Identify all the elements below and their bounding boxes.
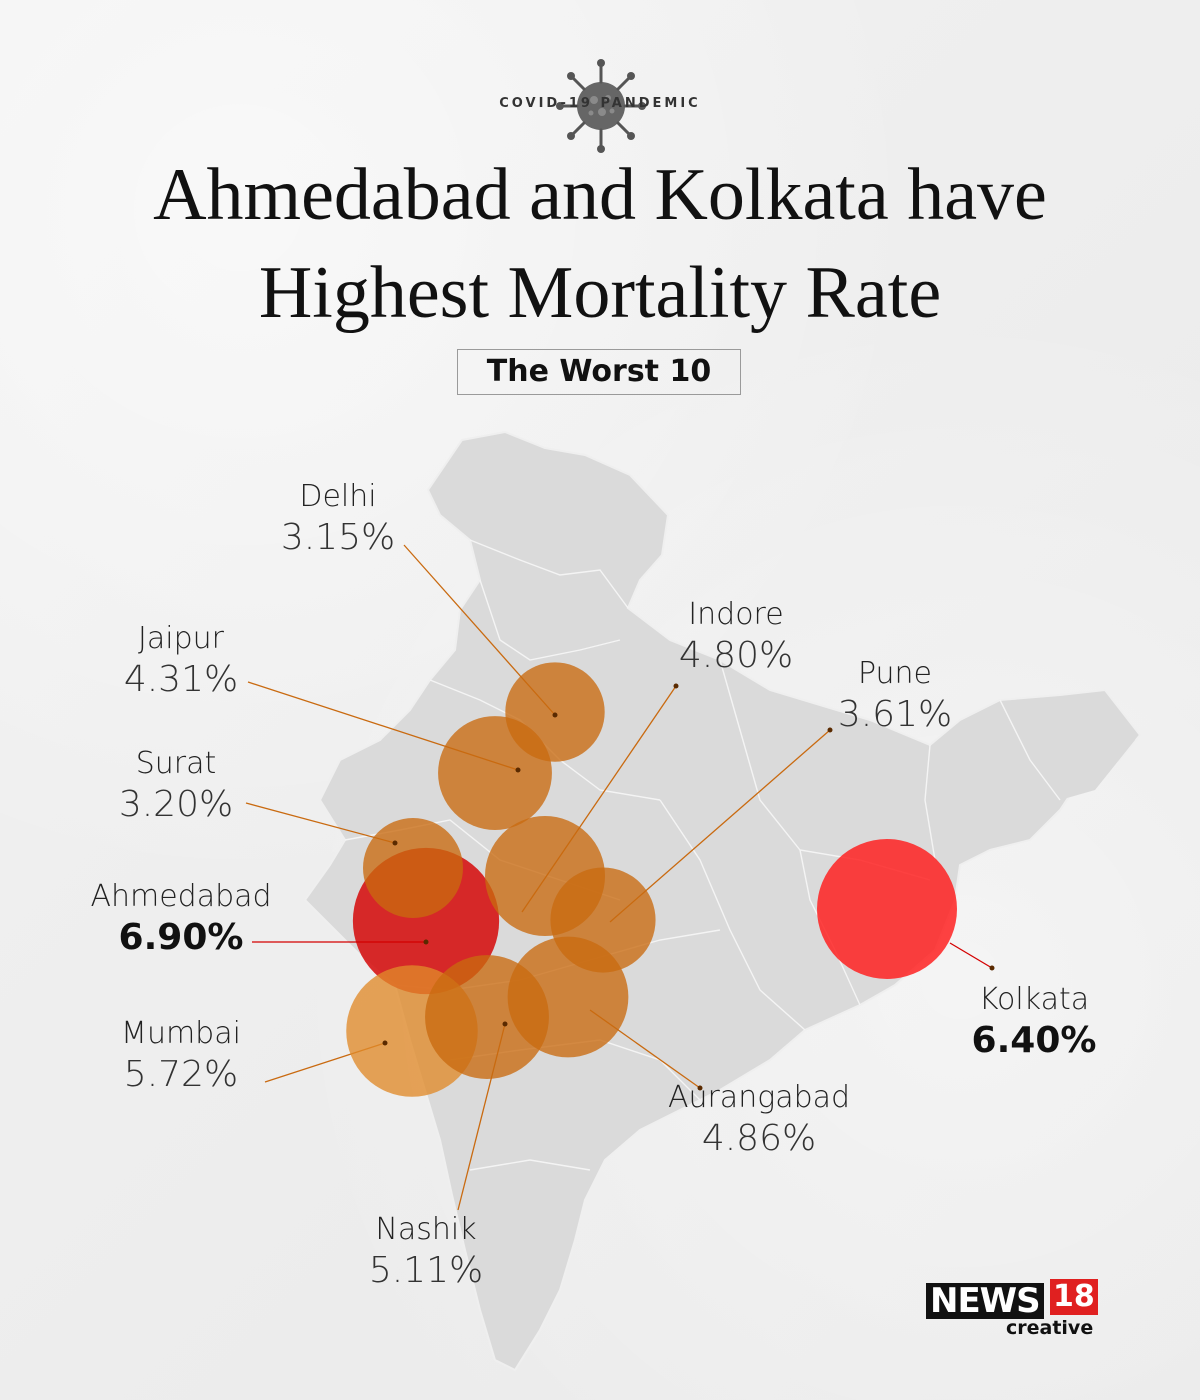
logo-sub: creative — [1006, 1317, 1094, 1339]
leader-dot-indore — [673, 683, 679, 689]
city-label-mumbai: Mumbai 5.72% — [121, 1015, 241, 1097]
logo-number: 18 — [1050, 1279, 1098, 1315]
bubble-surat — [363, 818, 463, 918]
city-label-indore: Indore 4.80% — [679, 596, 793, 678]
city-rate: 6.40% — [971, 1020, 1097, 1061]
leader-pune — [609, 729, 831, 923]
leader-surat — [245, 802, 396, 844]
leader-dot-kolkata — [989, 965, 995, 971]
page-title-line-2: Highest Mortality Rate — [258, 252, 942, 334]
leader-dot-mumbai — [382, 1040, 388, 1046]
city-rate: 5.11% — [368, 1250, 484, 1291]
city-name: Indore — [688, 597, 784, 632]
subtitle-badge: The Worst 10 — [457, 349, 741, 395]
city-rate: 4.86% — [701, 1118, 817, 1159]
leader-dot-surat — [392, 840, 398, 846]
leader-dot-ahmedabad — [423, 939, 429, 945]
city-rate: 4.31% — [123, 659, 239, 700]
city-name: Aurangabad — [667, 1080, 851, 1115]
city-name: Kolkata — [978, 982, 1090, 1017]
virus-icon — [556, 59, 646, 153]
city-label-surat: Surat 3.20% — [119, 745, 233, 827]
city-label-delhi: Delhi 3.15% — [281, 478, 395, 560]
bubble-layer — [346, 662, 957, 1097]
bubble-pune — [550, 867, 656, 973]
city-name: Pune — [857, 656, 933, 691]
bubble-kolkata — [817, 839, 957, 979]
city-label-kolkata: Kolkata 6.40% — [972, 981, 1097, 1063]
city-name: Nashik — [375, 1212, 477, 1247]
leader-dot-delhi — [552, 712, 558, 718]
kicker-label: COVID-19 PANDEMIC — [499, 96, 701, 111]
bubble-delhi — [505, 662, 605, 762]
city-label-jaipur: Jaipur 4.31% — [124, 620, 238, 702]
northeast-outline — [1000, 700, 1135, 800]
city-rate: 3.61% — [837, 694, 953, 735]
page-title-line-1: Ahmedabad and Kolkata have — [153, 154, 1047, 236]
city-label-aurangabad: Aurangabad 4.86% — [668, 1079, 850, 1161]
city-rate: 3.20% — [118, 784, 234, 825]
city-name: Mumbai — [121, 1016, 241, 1051]
city-rate: 3.15% — [280, 517, 396, 558]
city-rate: 5.72% — [123, 1054, 239, 1095]
city-name: Ahmedabad — [90, 879, 272, 914]
city-name: Jaipur — [138, 621, 224, 656]
news18-logo: NEWS 18 creative — [926, 1279, 1098, 1339]
city-label-nashik: Nashik 5.11% — [369, 1211, 483, 1293]
leader-dot-aurangabad — [697, 1085, 703, 1091]
city-rate: 6.90% — [118, 917, 244, 958]
logo-text: NEWS — [926, 1283, 1044, 1319]
city-label-ahmedabad: Ahmedabad 6.90% — [90, 878, 271, 960]
city-name: Delhi — [299, 479, 377, 514]
leader-dot-nashik — [502, 1021, 508, 1027]
city-label-pune: Pune 3.61% — [838, 655, 952, 737]
leader-dot-jaipur — [515, 767, 521, 773]
city-rate: 4.80% — [678, 635, 794, 676]
city-name: Surat — [135, 746, 217, 781]
leader-dot-pune — [827, 727, 833, 733]
leader-kolkata — [949, 942, 993, 969]
